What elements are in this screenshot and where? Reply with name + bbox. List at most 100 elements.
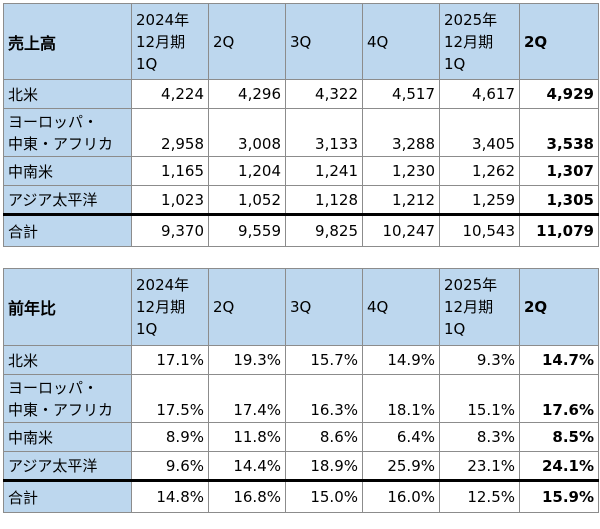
table-row: ヨーロッパ・ 中東・アフリカ 17.5% 17.4% 16.3% 18.1% 1… bbox=[3, 374, 599, 423]
cell: 14.8% bbox=[131, 479, 209, 513]
col-header-text: 2025年 12月期 1Q bbox=[444, 276, 498, 338]
cell: 11,079 bbox=[519, 213, 599, 247]
cell: 15.0% bbox=[285, 479, 363, 513]
cell: 9,825 bbox=[285, 213, 363, 247]
table-row: アジア太平洋 1,023 1,052 1,128 1,212 1,259 1,3… bbox=[3, 185, 599, 215]
total-row: 合計 9,370 9,559 9,825 10,247 10,543 11,07… bbox=[3, 213, 599, 247]
col-header: 2025年 12月期 1Q bbox=[439, 3, 520, 80]
cell: 8.5% bbox=[519, 422, 599, 452]
cell: 1,165 bbox=[131, 156, 209, 186]
cell: 1,230 bbox=[362, 156, 440, 186]
col-header: 2024年 12月期 1Q bbox=[131, 268, 209, 346]
cell: 3,538 bbox=[519, 108, 599, 157]
row-label: 合計 bbox=[3, 479, 132, 513]
col-header: 3Q bbox=[285, 3, 363, 80]
cell: 23.1% bbox=[439, 451, 520, 481]
cell: 17.6% bbox=[519, 374, 599, 423]
cell: 4,224 bbox=[131, 79, 209, 109]
col-header: 2025年 12月期 1Q bbox=[439, 268, 520, 346]
cell: 16.0% bbox=[362, 479, 440, 513]
cell: 1,128 bbox=[285, 185, 363, 215]
cell: 3,288 bbox=[362, 108, 440, 157]
cell: 14.9% bbox=[362, 345, 440, 375]
col-header: 3Q bbox=[285, 268, 363, 346]
cell: 12.5% bbox=[439, 479, 520, 513]
row-label-text: ヨーロッパ・ 中東・アフリカ bbox=[8, 112, 114, 153]
col-header: 2Q bbox=[519, 268, 599, 346]
cell: 3,133 bbox=[285, 108, 363, 157]
cell: 10,543 bbox=[439, 213, 520, 247]
cell: 1,023 bbox=[131, 185, 209, 215]
cell: 1,305 bbox=[519, 185, 599, 215]
cell: 9.3% bbox=[439, 345, 520, 375]
row-label: 中南米 bbox=[3, 422, 132, 452]
row-label: 中南米 bbox=[3, 156, 132, 186]
table-title: 前年比 bbox=[3, 268, 132, 346]
yoy-table: 前年比 2024年 12月期 1Q 2Q 3Q 4Q 2025年 12月期 1Q… bbox=[3, 268, 599, 513]
row-label-text: ヨーロッパ・ 中東・アフリカ bbox=[8, 378, 114, 419]
cell: 9.6% bbox=[131, 451, 209, 481]
sales-table: 売上高 2024年 12月期 1Q 2Q 3Q 4Q 2025年 12月期 1Q… bbox=[3, 3, 599, 247]
cell: 1,204 bbox=[208, 156, 286, 186]
cell: 1,052 bbox=[208, 185, 286, 215]
cell: 17.4% bbox=[208, 374, 286, 423]
col-header: 2024年 12月期 1Q bbox=[131, 3, 209, 80]
table-row: ヨーロッパ・ 中東・アフリカ 2,958 3,008 3,133 3,288 3… bbox=[3, 108, 599, 157]
cell: 4,296 bbox=[208, 79, 286, 109]
col-header: 2Q bbox=[519, 3, 599, 80]
cell: 25.9% bbox=[362, 451, 440, 481]
col-header: 4Q bbox=[362, 3, 440, 80]
cell: 19.3% bbox=[208, 345, 286, 375]
row-label: ヨーロッパ・ 中東・アフリカ bbox=[3, 374, 132, 423]
cell: 14.4% bbox=[208, 451, 286, 481]
cell: 1,241 bbox=[285, 156, 363, 186]
cell: 15.7% bbox=[285, 345, 363, 375]
col-header-text: 2024年 12月期 1Q bbox=[136, 276, 190, 338]
cell: 4,517 bbox=[362, 79, 440, 109]
col-header-text: 2024年 12月期 1Q bbox=[136, 10, 190, 73]
cell: 11.8% bbox=[208, 422, 286, 452]
table-row: 中南米 1,165 1,204 1,241 1,230 1,262 1,307 bbox=[3, 156, 599, 186]
cell: 9,559 bbox=[208, 213, 286, 247]
cell: 10,247 bbox=[362, 213, 440, 247]
row-label: アジア太平洋 bbox=[3, 185, 132, 215]
cell: 2,958 bbox=[131, 108, 209, 157]
total-row: 合計 14.8% 16.8% 15.0% 16.0% 12.5% 15.9% bbox=[3, 479, 599, 513]
cell: 15.9% bbox=[519, 479, 599, 513]
table-row: アジア太平洋 9.6% 14.4% 18.9% 25.9% 23.1% 24.1… bbox=[3, 451, 599, 481]
table-row: 北米 4,224 4,296 4,322 4,517 4,617 4,929 bbox=[3, 79, 599, 109]
row-label: 北米 bbox=[3, 345, 132, 375]
cell: 16.8% bbox=[208, 479, 286, 513]
cell: 8.9% bbox=[131, 422, 209, 452]
cell: 18.9% bbox=[285, 451, 363, 481]
row-label: アジア太平洋 bbox=[3, 451, 132, 481]
cell: 6.4% bbox=[362, 422, 440, 452]
col-header: 2Q bbox=[208, 3, 286, 80]
header-row: 前年比 2024年 12月期 1Q 2Q 3Q 4Q 2025年 12月期 1Q… bbox=[3, 268, 599, 346]
cell: 24.1% bbox=[519, 451, 599, 481]
cell: 15.1% bbox=[439, 374, 520, 423]
cell: 3,405 bbox=[439, 108, 520, 157]
cell: 3,008 bbox=[208, 108, 286, 157]
cell: 9,370 bbox=[131, 213, 209, 247]
cell: 17.5% bbox=[131, 374, 209, 423]
cell: 1,212 bbox=[362, 185, 440, 215]
col-header: 2Q bbox=[208, 268, 286, 346]
col-header: 4Q bbox=[362, 268, 440, 346]
cell: 1,307 bbox=[519, 156, 599, 186]
cell: 17.1% bbox=[131, 345, 209, 375]
row-label: 北米 bbox=[3, 79, 132, 109]
cell: 16.3% bbox=[285, 374, 363, 423]
cell: 14.7% bbox=[519, 345, 599, 375]
row-label: ヨーロッパ・ 中東・アフリカ bbox=[3, 108, 132, 157]
cell: 18.1% bbox=[362, 374, 440, 423]
cell: 1,259 bbox=[439, 185, 520, 215]
cell: 1,262 bbox=[439, 156, 520, 186]
table-row: 中南米 8.9% 11.8% 8.6% 6.4% 8.3% 8.5% bbox=[3, 422, 599, 452]
table-title: 売上高 bbox=[3, 3, 132, 80]
cell: 8.3% bbox=[439, 422, 520, 452]
table-row: 北米 17.1% 19.3% 15.7% 14.9% 9.3% 14.7% bbox=[3, 345, 599, 375]
col-header-text: 2025年 12月期 1Q bbox=[444, 10, 498, 73]
header-row: 売上高 2024年 12月期 1Q 2Q 3Q 4Q 2025年 12月期 1Q… bbox=[3, 3, 599, 80]
cell: 4,617 bbox=[439, 79, 520, 109]
